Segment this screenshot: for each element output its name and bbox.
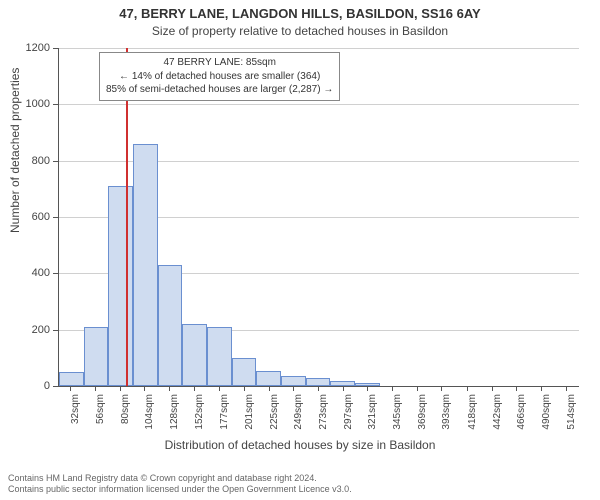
- x-tick-label: 466sqm: [516, 394, 527, 444]
- x-tick: [516, 386, 517, 391]
- plot-area: 47 BERRY LANE: 85sqm ← 14% of detached h…: [58, 48, 579, 387]
- y-tick: [53, 161, 58, 162]
- histogram-bar: [306, 378, 331, 386]
- x-tick: [95, 386, 96, 391]
- x-tick-label: 104sqm: [144, 394, 155, 444]
- histogram-bar: [281, 376, 306, 386]
- histogram-bar: [158, 265, 183, 386]
- footer: Contains HM Land Registry data © Crown c…: [8, 473, 352, 496]
- x-tick-label: 152sqm: [194, 394, 205, 444]
- x-tick-label: 490sqm: [541, 394, 552, 444]
- x-tick: [293, 386, 294, 391]
- x-tick-label: 393sqm: [441, 394, 452, 444]
- y-tick-label: 0: [18, 380, 50, 392]
- histogram-bar: [256, 371, 281, 386]
- x-tick: [367, 386, 368, 391]
- y-tick-label: 800: [18, 155, 50, 167]
- annotation-box: 47 BERRY LANE: 85sqm ← 14% of detached h…: [99, 52, 340, 101]
- y-tick: [53, 104, 58, 105]
- title-main: 47, BERRY LANE, LANGDON HILLS, BASILDON,…: [0, 6, 600, 21]
- x-tick: [70, 386, 71, 391]
- x-tick-label: 249sqm: [293, 394, 304, 444]
- x-tick: [269, 386, 270, 391]
- annotation-line: 47 BERRY LANE: 85sqm: [106, 56, 333, 70]
- histogram-bar: [84, 327, 109, 386]
- x-tick-label: 345sqm: [392, 394, 403, 444]
- x-tick: [541, 386, 542, 391]
- x-tick: [492, 386, 493, 391]
- histogram-bar: [108, 186, 133, 386]
- y-tick: [53, 386, 58, 387]
- footer-line: Contains HM Land Registry data © Crown c…: [8, 473, 352, 485]
- x-tick-label: 177sqm: [219, 394, 230, 444]
- histogram-bar: [207, 327, 232, 386]
- y-tick-label: 600: [18, 211, 50, 223]
- x-tick-label: 418sqm: [467, 394, 478, 444]
- x-tick-label: 201sqm: [244, 394, 255, 444]
- x-tick-label: 273sqm: [318, 394, 329, 444]
- x-tick: [144, 386, 145, 391]
- x-tick-label: 128sqm: [169, 394, 180, 444]
- x-axis-label: Distribution of detached houses by size …: [0, 438, 600, 452]
- x-tick-label: 369sqm: [417, 394, 428, 444]
- footer-line: Contains public sector information licen…: [8, 484, 352, 496]
- x-tick: [120, 386, 121, 391]
- x-tick: [343, 386, 344, 391]
- y-tick: [53, 330, 58, 331]
- histogram-bar: [232, 358, 257, 386]
- x-tick-label: 442sqm: [492, 394, 503, 444]
- y-tick-label: 200: [18, 324, 50, 336]
- x-tick-label: 321sqm: [367, 394, 378, 444]
- y-axis-label: Number of detached properties: [8, 68, 22, 233]
- x-tick-label: 225sqm: [269, 394, 280, 444]
- annotation-line: ← 14% of detached houses are smaller (36…: [106, 70, 333, 84]
- x-tick: [417, 386, 418, 391]
- x-tick-label: 80sqm: [120, 394, 131, 444]
- y-tick-label: 1200: [18, 42, 50, 54]
- y-tick: [53, 48, 58, 49]
- x-tick-label: 56sqm: [95, 394, 106, 444]
- x-tick-label: 32sqm: [70, 394, 81, 444]
- y-tick-label: 1000: [18, 98, 50, 110]
- x-tick-label: 297sqm: [343, 394, 354, 444]
- title-sub: Size of property relative to detached ho…: [0, 24, 600, 38]
- x-tick: [467, 386, 468, 391]
- x-tick: [194, 386, 195, 391]
- x-tick-label: 514sqm: [566, 394, 577, 444]
- x-tick: [392, 386, 393, 391]
- chart-container: 47, BERRY LANE, LANGDON HILLS, BASILDON,…: [0, 0, 600, 500]
- y-tick: [53, 273, 58, 274]
- x-tick: [566, 386, 567, 391]
- histogram-bar: [133, 144, 158, 386]
- y-tick: [53, 217, 58, 218]
- annotation-line: 85% of semi-detached houses are larger (…: [106, 83, 333, 97]
- gridline: [59, 104, 579, 105]
- histogram-bar: [182, 324, 207, 386]
- y-tick-label: 400: [18, 267, 50, 279]
- gridline: [59, 48, 579, 49]
- x-tick: [441, 386, 442, 391]
- x-tick: [244, 386, 245, 391]
- x-tick: [318, 386, 319, 391]
- x-tick: [169, 386, 170, 391]
- x-tick: [219, 386, 220, 391]
- histogram-bar: [59, 372, 84, 386]
